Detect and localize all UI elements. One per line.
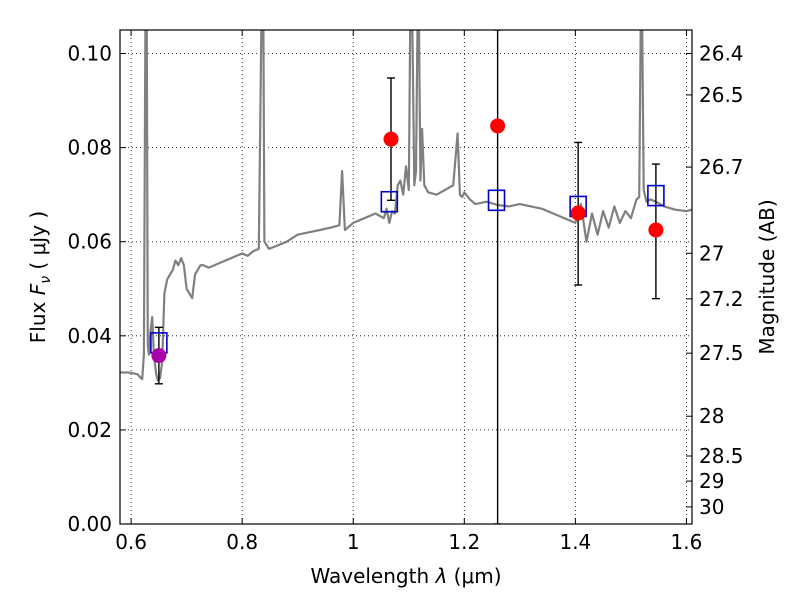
model-band-marker bbox=[380, 190, 399, 213]
model-band-marker bbox=[487, 189, 506, 212]
y-tick-label: 0.08 bbox=[67, 136, 112, 160]
mag-tick-label: 30 bbox=[699, 495, 724, 519]
mag-tick-label: 28.5 bbox=[699, 444, 744, 468]
x-axis-label: Wavelength λ (μm) bbox=[310, 564, 501, 588]
y-tick-label: 0.04 bbox=[67, 324, 112, 348]
y-tick-label: 0.10 bbox=[67, 42, 112, 66]
x-tick-label: 0.6 bbox=[115, 530, 147, 554]
y-tick-label: 0.00 bbox=[67, 512, 112, 536]
observed-point bbox=[648, 222, 664, 238]
mag-tick-label: 27 bbox=[699, 241, 724, 265]
mag-tick-label: 28 bbox=[699, 404, 724, 428]
magnitude-axis-label: Magnitude (AB) bbox=[755, 199, 779, 354]
observed-point bbox=[570, 205, 586, 221]
x-tick-label: 1.4 bbox=[559, 530, 591, 554]
plot-area bbox=[120, 30, 692, 524]
mag-tick-label: 29 bbox=[699, 469, 724, 493]
mag-tick-label: 26.5 bbox=[699, 83, 744, 107]
observed-point bbox=[383, 131, 399, 147]
observed-point bbox=[490, 118, 506, 134]
mag-tick-label: 27.2 bbox=[699, 287, 744, 311]
x-tick-label: 1.6 bbox=[671, 530, 703, 554]
x-tick-label: 1 bbox=[347, 530, 360, 554]
grid bbox=[120, 30, 692, 524]
observed-point bbox=[151, 348, 167, 364]
y-tick-label: 0.06 bbox=[67, 230, 112, 254]
x-tick-label: 1.2 bbox=[448, 530, 480, 554]
spectrum-line bbox=[120, 30, 692, 382]
x-tick-label: 0.8 bbox=[226, 530, 258, 554]
mag-tick-label: 26.7 bbox=[699, 155, 744, 179]
axes-ticks: 0.6 0.8 1 1.2 1.4 1.6 0.00 0.02 0.04 0.06 0.08 0.10… bbox=[67, 30, 744, 554]
mag-tick-label: 27.5 bbox=[699, 341, 744, 365]
plot-frame bbox=[119, 29, 693, 525]
mag-tick-label: 26.4 bbox=[699, 42, 744, 66]
model-band-marker bbox=[647, 184, 665, 207]
y-tick-label: 0.02 bbox=[67, 418, 112, 442]
y-axis-label: Flux Fν ( μJy ) bbox=[26, 211, 54, 343]
